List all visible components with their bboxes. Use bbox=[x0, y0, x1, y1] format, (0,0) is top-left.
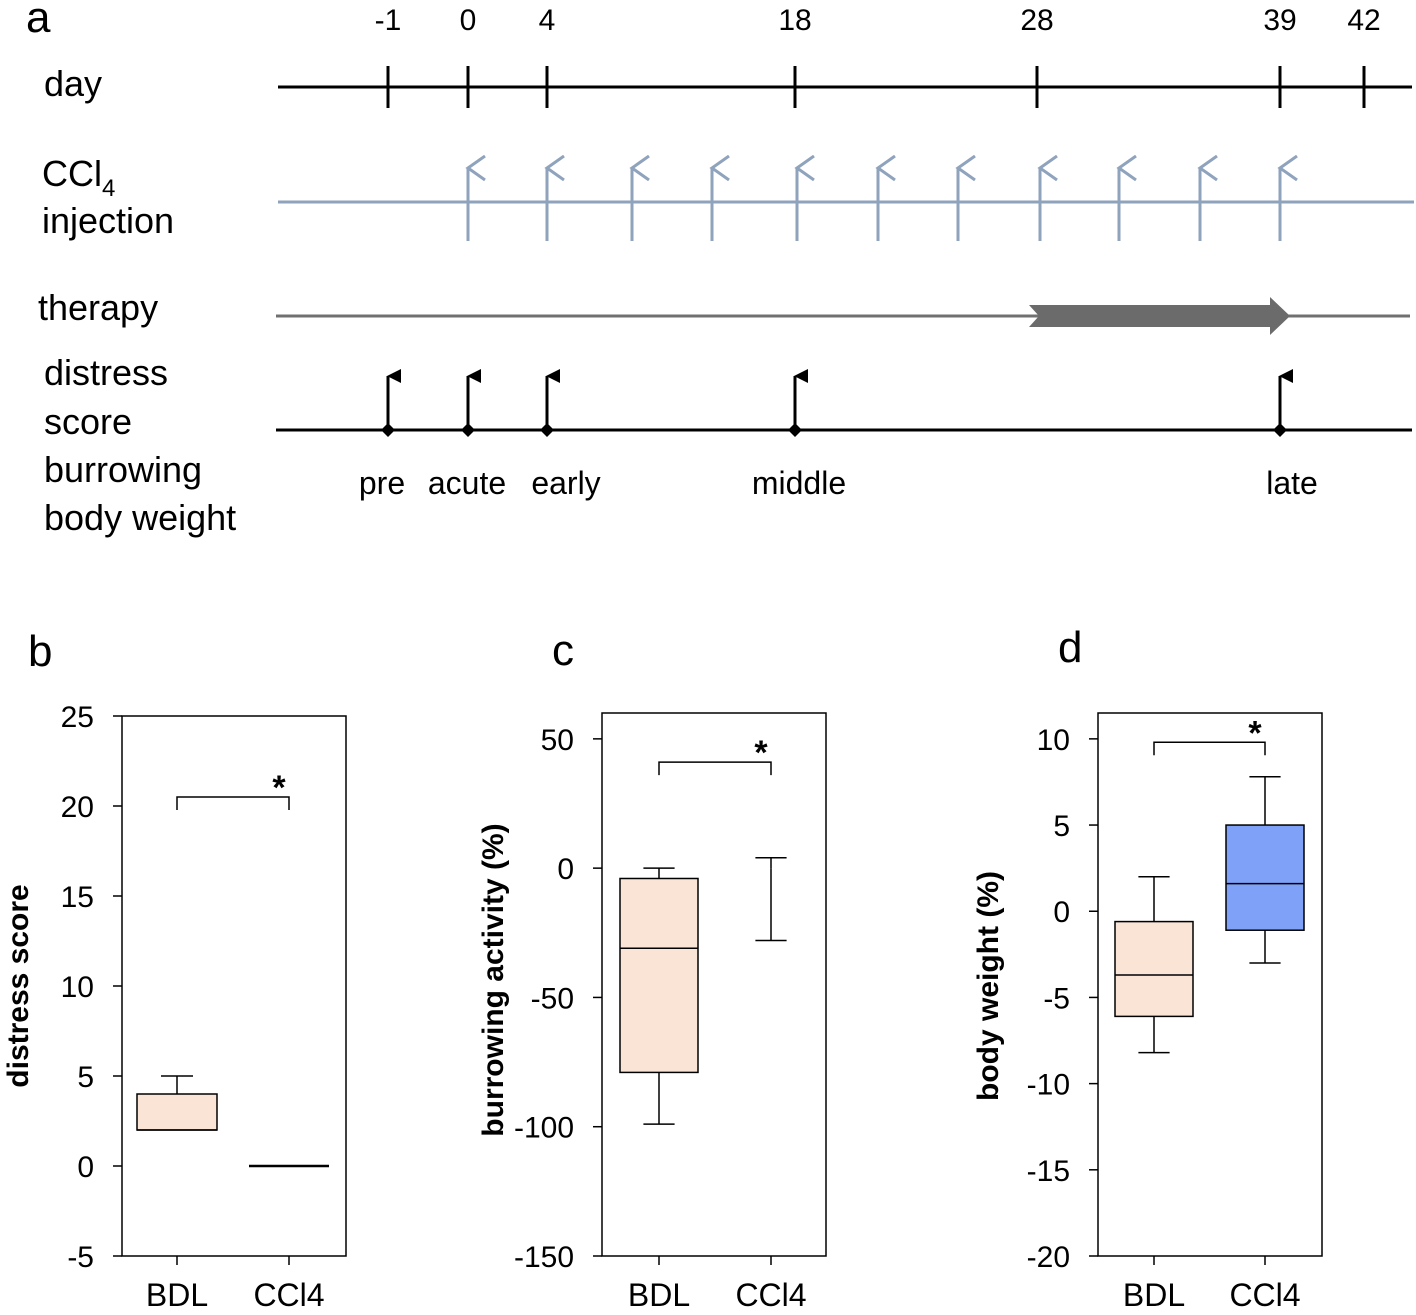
y-tick-label: -100 bbox=[514, 1112, 574, 1145]
plot-frame bbox=[1097, 712, 1323, 1257]
box-chart-burrowing: c burrowing activity (%) 50 0 -50 -100 -150 BDL… bbox=[477, 626, 827, 1313]
significance-star: * bbox=[272, 769, 286, 807]
box-chart-distress: b distress score 25 20 15 10 5 0 -5 BDL CCl4 * bbox=[2, 627, 347, 1313]
x-tick-label-ccl4: CCl4 bbox=[1229, 1277, 1300, 1313]
measure-point-acute bbox=[461, 423, 475, 437]
significance-bracket bbox=[176, 796, 290, 810]
x-tick-label-ccl4: CCl4 bbox=[253, 1277, 324, 1313]
day-row-label: day bbox=[44, 63, 102, 104]
phase-label-acute: acute bbox=[428, 465, 506, 501]
y-tick-label: 0 bbox=[1053, 896, 1070, 929]
therapy-row-label: therapy bbox=[38, 287, 158, 328]
y-axis-label: burrowing activity (%) bbox=[477, 823, 510, 1136]
measure-point-late bbox=[1273, 423, 1287, 437]
y-tick-label: 25 bbox=[61, 701, 94, 734]
day-label-28: 28 bbox=[1020, 4, 1053, 37]
phase-label-middle: middle bbox=[752, 465, 846, 501]
box-ccl4 bbox=[1225, 776, 1305, 964]
phase-label-early: early bbox=[531, 465, 600, 501]
box-bdl bbox=[1114, 876, 1194, 1054]
day-label-0: 0 bbox=[460, 4, 477, 37]
measure-point-early bbox=[540, 423, 554, 437]
measure-label-line-4: body weight bbox=[44, 497, 236, 538]
significance-star: * bbox=[754, 734, 768, 772]
box-bdl bbox=[136, 1075, 218, 1131]
y-tick-label: 15 bbox=[61, 881, 94, 914]
box-ccl4 bbox=[755, 857, 787, 942]
significance-star: * bbox=[1248, 714, 1262, 752]
panel-label-b: b bbox=[28, 627, 52, 676]
y-tick-label: 0 bbox=[77, 1151, 94, 1184]
measure-point-pre bbox=[381, 423, 395, 437]
injection-row-label-line2: injection bbox=[42, 200, 174, 241]
therapy-bar bbox=[1029, 297, 1290, 335]
x-tick-label-bdl: BDL bbox=[146, 1277, 208, 1313]
plot-frame bbox=[601, 712, 827, 1257]
box-body bbox=[1114, 920, 1194, 1018]
y-tick-label: -10 bbox=[1027, 1069, 1070, 1102]
x-tick-label-bdl: BDL bbox=[1123, 1277, 1185, 1313]
x-tick-label-bdl: BDL bbox=[628, 1277, 690, 1313]
box-bdl bbox=[619, 867, 699, 1125]
x-tick-label-ccl4: CCl4 bbox=[735, 1277, 806, 1313]
measure-point-middle bbox=[788, 423, 802, 437]
y-tick-label: 0 bbox=[557, 853, 574, 886]
measure-label-line-1: distress bbox=[44, 352, 168, 393]
significance-bracket bbox=[658, 761, 772, 776]
day-label--1: -1 bbox=[375, 4, 402, 37]
phase-label-pre: pre bbox=[359, 465, 405, 501]
y-tick-label: -5 bbox=[1043, 982, 1070, 1015]
y-tick-label: 10 bbox=[61, 971, 94, 1004]
panel-label-a: a bbox=[26, 0, 51, 42]
y-tick-label: -5 bbox=[67, 1241, 94, 1274]
y-tick-label: -15 bbox=[1027, 1155, 1070, 1188]
day-label-18: 18 bbox=[778, 4, 811, 37]
y-tick-label: 5 bbox=[1053, 810, 1070, 843]
panel-label-d: d bbox=[1058, 623, 1082, 672]
y-axis-label: body weight (%) bbox=[972, 871, 1005, 1101]
timeline-panel: a day CCl4 injection therapy distress sc… bbox=[26, 0, 1414, 538]
measure-label-line-3: burrowing bbox=[44, 449, 202, 490]
box-body bbox=[1225, 824, 1305, 931]
box-chart-body-weight: d body weight (%) 10 5 0 -5 -10 -15 -20 BDL CCl4 * bbox=[972, 623, 1323, 1313]
y-tick-label: -20 bbox=[1027, 1241, 1070, 1274]
y-tick-label: 20 bbox=[61, 791, 94, 824]
y-tick-label: -50 bbox=[531, 982, 574, 1015]
y-tick-label: 50 bbox=[541, 724, 574, 757]
panel-label-c: c bbox=[552, 626, 574, 675]
box-body bbox=[136, 1093, 218, 1131]
phase-label-late: late bbox=[1266, 465, 1318, 501]
significance-bracket bbox=[1153, 741, 1266, 756]
y-tick-label: -150 bbox=[514, 1241, 574, 1274]
y-tick-label: 5 bbox=[77, 1061, 94, 1094]
y-tick-label: 10 bbox=[1037, 724, 1070, 757]
day-label-4: 4 bbox=[539, 4, 556, 37]
y-axis-label: distress score bbox=[2, 884, 35, 1087]
injection-row-label: CCl4 bbox=[42, 153, 115, 202]
measure-label-line-2: score bbox=[44, 401, 132, 442]
day-label-42: 42 bbox=[1347, 4, 1380, 37]
day-label-39: 39 bbox=[1263, 4, 1296, 37]
box-body bbox=[619, 877, 699, 1074]
